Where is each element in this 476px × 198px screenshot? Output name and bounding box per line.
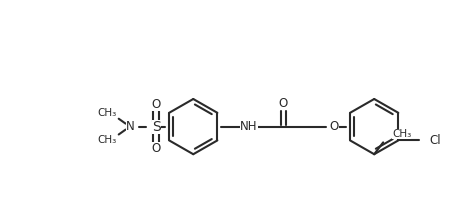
Text: O: O (278, 97, 287, 110)
Text: O: O (151, 142, 161, 155)
Text: CH₃: CH₃ (97, 108, 116, 118)
Text: NH: NH (240, 120, 257, 133)
Text: O: O (151, 98, 161, 111)
Text: CH₃: CH₃ (391, 129, 410, 140)
Text: S: S (152, 120, 160, 134)
Text: Cl: Cl (428, 134, 440, 147)
Text: O: O (329, 120, 338, 133)
Text: N: N (126, 120, 135, 133)
Text: CH₃: CH₃ (97, 135, 116, 145)
